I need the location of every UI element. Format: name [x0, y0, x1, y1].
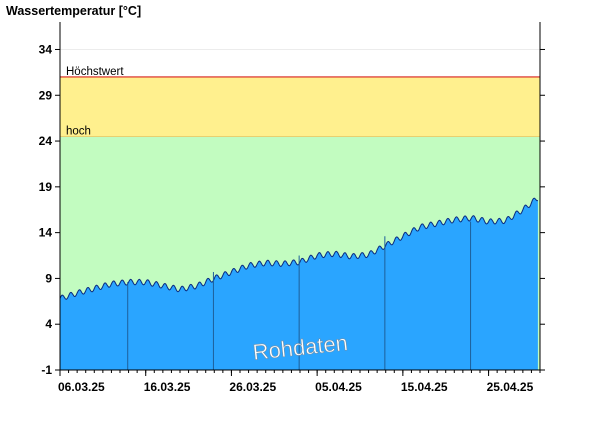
y-tick-label: 24 — [39, 134, 53, 148]
high-band — [60, 76, 540, 137]
chart-title: Wassertemperatur [°C] — [6, 4, 141, 18]
y-tick-label: 4 — [45, 317, 52, 331]
y-tick-label: 14 — [39, 226, 53, 240]
hoch-threshold-label: hoch — [66, 125, 91, 137]
x-tick-label: 16.03.25 — [144, 380, 191, 394]
x-tick-label: 06.03.25 — [58, 380, 105, 394]
x-tick-label: 05.04.25 — [315, 380, 362, 394]
x-tick-label: 25.04.25 — [487, 380, 534, 394]
y-tick-label: 34 — [39, 42, 53, 56]
x-tick-label: 26.03.25 — [229, 380, 276, 394]
max-threshold-label: Höchstwert — [66, 66, 124, 78]
y-tick-label: 29 — [39, 88, 53, 102]
y-tick-label: 9 — [45, 271, 52, 285]
y-tick-label: 19 — [39, 180, 53, 194]
plot-area: -1 4 9 14 19 24 29 34 06.03.25 16.03.25 26.03.25 05… — [39, 22, 545, 394]
y-tick-label: -1 — [41, 363, 52, 377]
x-tick-label: 15.04.25 — [401, 380, 448, 394]
